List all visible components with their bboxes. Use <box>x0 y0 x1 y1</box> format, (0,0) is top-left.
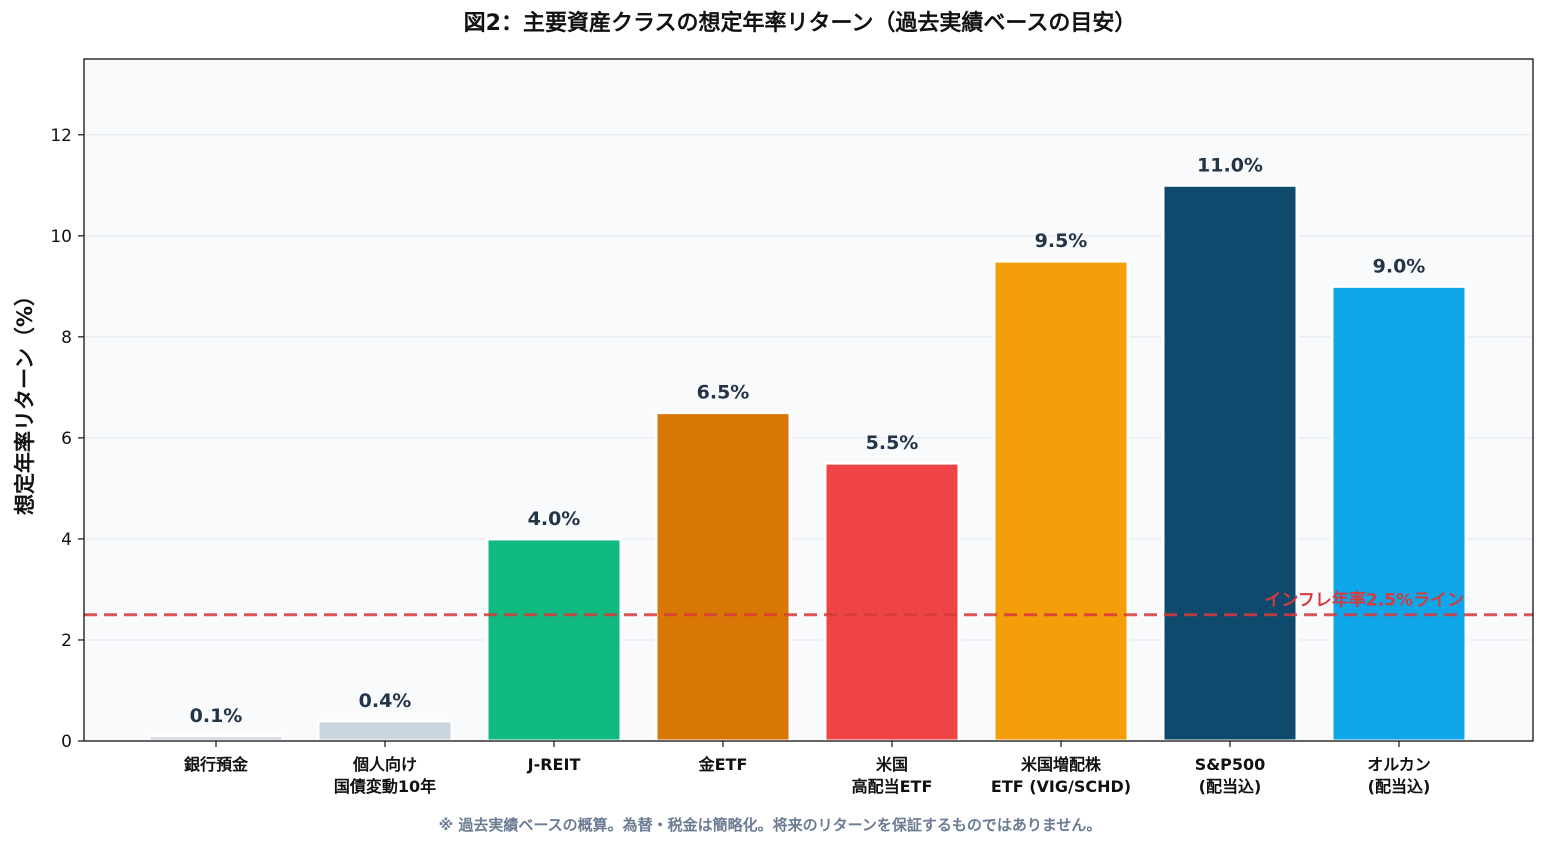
footnote: ※ 過去実績ベースの概算。為替・税金は簡略化。将来のリターンを保証するものではあ… <box>439 816 1102 834</box>
y-axis-ticks: 0 2 4 6 8 10 12 <box>50 126 84 752</box>
plot-area <box>84 59 1533 741</box>
x-tick-label: 金ETF <box>698 755 748 774</box>
x-tick-label: 銀行預金 <box>184 755 249 774</box>
bar <box>147 734 285 743</box>
y-tick-label: 4 <box>61 530 72 550</box>
x-tick-label: (配当込) <box>1368 777 1431 796</box>
bar <box>485 537 623 743</box>
bar <box>316 719 454 743</box>
x-tick-label: (配当込) <box>1199 777 1262 796</box>
bars: 0.1% 0.4% 4.0% 6.5% 5.5% 9.5% 11.0% 9.0% <box>147 154 1468 743</box>
bar <box>654 411 792 743</box>
y-tick-label: 8 <box>61 328 72 348</box>
y-axis-label: 想定年率リターン（%） <box>13 285 37 515</box>
y-tick-label: 10 <box>50 227 72 247</box>
bar-value-label: 5.5% <box>866 432 919 454</box>
chart-title: 図2：主要資産クラスの想定年率リターン（過去実績ベースの目安） <box>464 10 1137 36</box>
inflation-reference: インフレ年率2.5%ライン <box>84 590 1533 617</box>
bar <box>992 259 1130 743</box>
x-tick-label: S&P500 <box>1195 755 1266 774</box>
bar-value-label: 6.5% <box>697 382 750 404</box>
bar <box>823 461 961 743</box>
x-tick-label: J-REIT <box>527 755 581 774</box>
bar-value-label: 0.1% <box>190 705 243 727</box>
bar <box>1161 183 1299 743</box>
y-tick-label: 6 <box>61 429 72 449</box>
bar-value-label: 0.4% <box>359 690 412 712</box>
x-tick-label: 米国増配株 <box>1021 755 1102 774</box>
y-tick-label: 2 <box>61 631 72 651</box>
bar <box>1330 284 1468 743</box>
bar-value-label: 9.0% <box>1373 255 1426 277</box>
x-tick-label: 高配当ETF <box>852 777 933 796</box>
x-tick-label: オルカン <box>1367 755 1431 774</box>
x-tick-label: 国債変動10年 <box>334 777 436 796</box>
bar-value-label: 4.0% <box>528 508 581 530</box>
y-tick-label: 0 <box>61 732 72 752</box>
x-tick-label: 個人向け <box>352 755 417 774</box>
bar-value-label: 11.0% <box>1197 154 1263 176</box>
bar-value-label: 9.5% <box>1035 230 1088 252</box>
x-tick-label: ETF (VIG/SCHD) <box>991 777 1131 796</box>
y-tick-label: 12 <box>50 126 72 146</box>
x-tick-label: 米国 <box>876 755 908 774</box>
inflation-label: インフレ年率2.5%ライン <box>1264 590 1464 611</box>
plot-frame <box>83 58 1534 742</box>
